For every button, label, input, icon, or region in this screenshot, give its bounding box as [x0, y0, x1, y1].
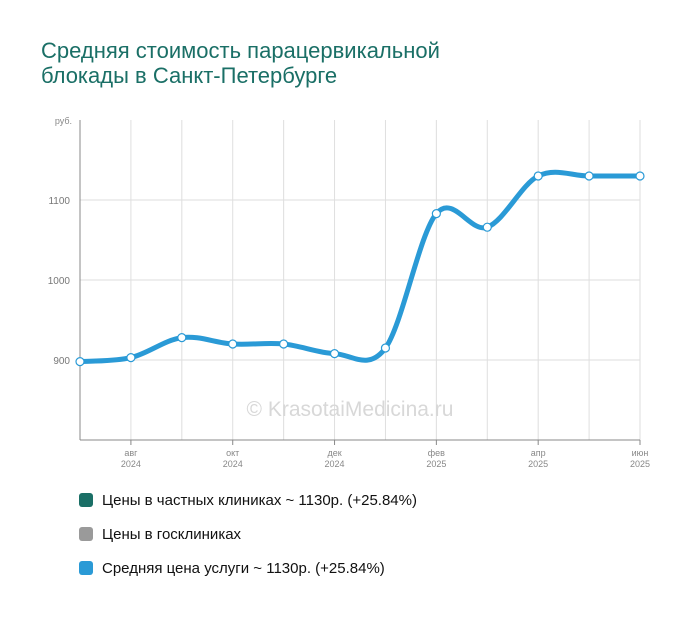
data-point: [380, 343, 391, 353]
y-tick-label: 1100: [48, 196, 70, 207]
legend-item-average[interactable]: Средняя цена услуги ~ 1130р. (+25.84%): [79, 556, 417, 580]
legend-swatch-average: [79, 561, 93, 575]
x-tick-label-year: 2024: [223, 459, 243, 469]
x-tick-label-month: апр: [531, 448, 546, 458]
x-tick-label-year: 2024: [325, 459, 345, 469]
data-point: [177, 333, 187, 343]
legend-label-public: Цены в госклиниках: [102, 525, 242, 543]
x-tick-label-month: авг: [124, 448, 138, 458]
legend: Цены в частных клиниках ~ 1130р. (+25.84…: [79, 488, 417, 590]
y-unit-label: руб.: [55, 116, 72, 126]
y-tick-label: 1000: [48, 276, 71, 287]
x-tick-label-year: 2025: [528, 459, 548, 469]
y-tick-label: 900: [53, 356, 70, 367]
x-tick-label-month: дек: [327, 448, 341, 458]
x-tick-label-month: окт: [226, 448, 239, 458]
data-point: [279, 339, 289, 349]
data-point: [75, 357, 85, 367]
x-tick-label-month: июн: [632, 448, 649, 458]
data-point: [533, 171, 543, 181]
legend-item-public[interactable]: Цены в госклиниках: [79, 522, 417, 546]
data-point: [482, 222, 492, 232]
chart-title-line-1: Средняя стоимость парацервикальной: [41, 38, 440, 63]
x-tick-label-year: 2025: [630, 459, 650, 469]
legend-label-private: Цены в частных клиниках ~ 1130р. (+25.84…: [102, 491, 417, 509]
legend-label-average: Средняя цена услуги ~ 1130р. (+25.84%): [102, 559, 385, 577]
watermark: © KrasotaiMedicina.ru: [246, 398, 454, 421]
data-point: [329, 349, 340, 359]
x-tick-label-year: 2024: [121, 459, 141, 469]
chart-title-line-2: блокады в Санкт-Петербурге: [41, 63, 338, 88]
data-point: [584, 171, 594, 181]
data-point: [126, 353, 136, 363]
legend-swatch-public: [79, 527, 93, 541]
series-line-average: [77, 169, 643, 365]
data-point: [228, 339, 238, 349]
data-point: [431, 209, 441, 219]
x-tick-label-year: 2025: [426, 459, 446, 469]
x-tick-label-month: фев: [428, 448, 445, 458]
data-point: [635, 171, 645, 181]
legend-item-private[interactable]: Цены в частных клиниках ~ 1130р. (+25.84…: [79, 488, 417, 512]
legend-swatch-private: [79, 493, 93, 507]
chart-title: Средняя стоимость парацервикальной блока…: [41, 38, 601, 88]
